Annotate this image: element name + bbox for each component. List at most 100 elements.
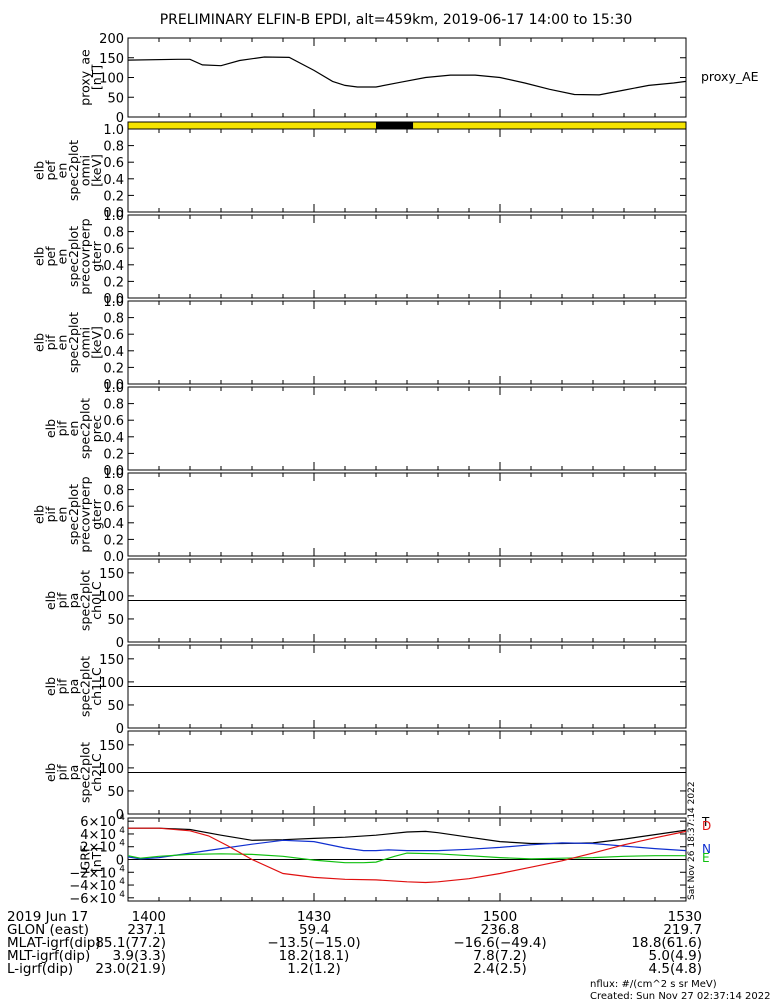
panel-elb-pif-pa-spec2plot-ch2lc-ylabel-line-4: ch2LC	[89, 753, 104, 792]
panel-proxy-ae-ytick-label-2: 100	[99, 72, 124, 87]
panel-igrf-ytick-exp-1: 4	[119, 826, 125, 836]
panel-elb-pif-en-spec2plot-prec-ylabel-line-3: spec2plot	[78, 398, 93, 459]
igrf-legend-n: N	[702, 842, 711, 856]
panel-elb-pif-en-spec2plot-precovrperp-gterr-ylabel-line-5: gterr	[89, 498, 104, 529]
panel-elb-pif-en-spec2plot-omni-ylabel-line-4: omni	[78, 327, 93, 358]
panel-elb-pif-pa-spec2plot-ch1lc-ytick-label-2: 50	[107, 699, 124, 714]
panel-elb-pif-en-spec2plot-omni-ylabel-line-1: pif	[43, 334, 58, 350]
panel-igrf-ytick-label-0: 6×10	[80, 815, 116, 830]
panel-elb-pif-pa-spec2plot-ch1lc-ylabel-line-0: elb	[43, 677, 58, 696]
panel-elb-pif-en-spec2plot-omni-ylabel-line-2: en	[55, 335, 70, 351]
panel-elb-pif-pa-spec2plot-ch1lc-ylabel-line-2: pa	[66, 679, 81, 695]
panel-elb-pif-pa-spec2plot-ch1lc-ylabel-line-3: spec2plot	[78, 656, 93, 717]
panel-igrf-series-d	[128, 827, 687, 884]
side-timestamp: Sat Nov 26 18:37:14 2022	[687, 781, 697, 900]
panel-elb-pef-en-spec2plot-precovrperp-gterr-ylabel-line-4: precovrperp	[78, 218, 93, 294]
panel-elb-pif-pa-spec2plot-ch2lc-ytick-label-0: 150	[99, 739, 124, 754]
footer-row-4-value-1: 1.2(1.2)	[287, 961, 340, 977]
footer-table: 2019 Jun 17 1400 1430 1500 1530 GLON (east) 23…	[7, 909, 702, 977]
panel-proxy-ae-ylabel-line-0: proxy_ae	[78, 49, 93, 106]
orbit-bar-segment-2	[413, 122, 686, 129]
panel-elb-pif-en-spec2plot-prec-ytick-label-0: 1.0	[103, 381, 124, 396]
panel-elb-pif-en-spec2plot-prec-ytick-label-3: 0.4	[103, 431, 124, 446]
panel-elb-pif-en-spec2plot-precovrperp-gterr-ytick-label-2: 0.6	[103, 500, 124, 515]
panel-elb-pif-pa-spec2plot-ch1lc-ylabel-line-1: pif	[55, 678, 70, 694]
nflux-units-note: nflux: #/(cm^2 s sr MeV)	[590, 979, 717, 990]
panel-elb-pif-en-spec2plot-prec-ylabel-line-1: pif	[55, 420, 70, 436]
panel-elb-pif-en-spec2plot-omni-ylabel-line-3: spec2plot	[66, 312, 81, 373]
panel-elb-pif-pa-spec2plot-ch0lc-ytick-label-0: 150	[99, 567, 124, 582]
panel-igrf-series-t	[128, 827, 687, 845]
panel-proxy-ae-ytick-label-3: 50	[107, 91, 124, 106]
footer-row-3-value-2: 7.8(7.2)	[473, 948, 526, 964]
panel-elb-pif-pa-spec2plot-ch0lc-ylabel-line-2: pa	[66, 593, 81, 609]
panel-elb-pef-en-spec2plot-omni-ytick-label-1: 0.8	[103, 140, 124, 155]
panel-elb-pif-en-spec2plot-omni-ytick-label-1: 0.8	[103, 312, 124, 327]
panel-elb-pef-en-spec2plot-omni-ylabel-line-5: [keV]	[89, 154, 104, 187]
panel-elb-pef-en-spec2plot-precovrperp-gterr-ylabel-line-2: en	[55, 249, 70, 265]
panel-igrf-series-e	[127, 852, 686, 864]
panel-elb-pif-pa-spec2plot-ch1lc-ytick-label-0: 150	[99, 653, 124, 668]
panel-elb-pif-en-spec2plot-prec-ytick-label-2: 0.6	[103, 414, 124, 429]
panel-elb-pif-en-spec2plot-precovrperp-gterr-ylabel-line-2: en	[55, 507, 70, 523]
orbit-bar-segment-0	[128, 122, 376, 129]
panel-elb-pif-pa-spec2plot-ch2lc-ylabel-line-0: elb	[43, 763, 58, 782]
panel-elb-pif-en-spec2plot-omni-ytick-label-3: 0.4	[103, 345, 124, 360]
panel-elb-pif-en-spec2plot-omni-ytick-label-2: 0.6	[103, 328, 124, 343]
footer-row-3-value-0: 3.9(3.3)	[113, 948, 166, 964]
igrf-legend-d: D	[702, 819, 711, 833]
footer-row-0-value-0: 1400	[132, 909, 166, 925]
footer-row-0-value-2: 1500	[483, 909, 517, 925]
panel-proxy-ae-ytick-label-0: 200	[99, 32, 124, 47]
panel-elb-pif-en-spec2plot-prec-ytick-label-5: 0.0	[103, 464, 124, 479]
footer-row-3-value-1: 18.2(18.1)	[279, 948, 350, 964]
proxy-ae-series-label: proxy_AE	[701, 69, 759, 84]
panel-elb-pef-en-spec2plot-precovrperp-gterr-ytick-label-0: 1.0	[103, 209, 124, 224]
footer-row-2-value-1: −13.5(−15.0)	[267, 935, 360, 951]
panel-elb-pif-pa-spec2plot-ch2lc-ylabel-line-2: pa	[66, 765, 81, 781]
panel-elb-pef-en-spec2plot-omni-frame	[127, 128, 687, 213]
footer-row-4-value-0: 23.0(21.9)	[95, 961, 166, 977]
footer-row-0-value-3: 1530	[668, 909, 702, 925]
panel-igrf-ylabel-line-0: IGRF	[78, 845, 93, 874]
footer-row-1-value-2: 236.8	[481, 922, 520, 938]
panel-elb-pif-en-spec2plot-precovrperp-gterr-ytick-label-1: 0.8	[103, 484, 124, 499]
panel-elb-pif-pa-spec2plot-ch0lc-ylabel-line-4: ch0LC	[89, 581, 104, 620]
panel-igrf-ytick-exp-2: 4	[119, 839, 125, 849]
panel-elb-pif-pa-spec2plot-ch1lc-ytick-label-3: 0	[116, 722, 124, 737]
panel-elb-pef-en-spec2plot-omni-ytick-label-0: 1.0	[103, 123, 124, 138]
panel-elb-pef-en-spec2plot-precovrperp-gterr-ylabel-line-1: pef	[43, 246, 58, 267]
panel-elb-pif-pa-spec2plot-ch2lc-ytick-label-3: 0	[116, 808, 124, 823]
panel-elb-pef-en-spec2plot-precovrperp-gterr-ylabel-line-3: spec2plot	[66, 226, 81, 287]
footer-row-4-value-2: 2.4(2.5)	[473, 961, 526, 977]
footer-row-label-3: MLT-igrf(dip)	[7, 948, 90, 964]
panel-elb-pif-pa-spec2plot-ch0lc-ylabel-line-0: elb	[43, 591, 58, 610]
igrf-legend-e: E	[702, 851, 710, 865]
panels-group: 200150100500proxy_ae[nT]1.00.80.60.40.20…	[32, 32, 712, 907]
panel-elb-pif-en-spec2plot-prec-ylabel-line-0: elb	[43, 419, 58, 438]
panel-igrf-ytick-exp-0: 4	[119, 813, 125, 823]
panel-elb-pef-en-spec2plot-precovrperp-gterr-frame	[127, 214, 687, 299]
footer-row-2-value-2: −16.6(−49.4)	[453, 935, 546, 951]
panel-elb-pef-en-spec2plot-omni-ytick-label-3: 0.4	[103, 173, 124, 188]
panel-elb-pif-en-spec2plot-precovrperp-gterr-ytick-label-3: 0.4	[103, 517, 124, 532]
panel-igrf-series-n	[127, 839, 687, 860]
panel-elb-pif-pa-spec2plot-ch0lc-ytick-label-1: 100	[99, 590, 124, 605]
panel-elb-pif-en-spec2plot-omni-frame	[127, 300, 687, 385]
footer-row-label-1: GLON (east)	[7, 922, 89, 938]
panel-elb-pif-pa-spec2plot-ch2lc-ylabel-line-1: pif	[55, 764, 70, 780]
panel-elb-pef-en-spec2plot-precovrperp-gterr-ylabel-line-5: gterr	[89, 240, 104, 271]
panel-elb-pif-en-spec2plot-omni-ylabel-line-0: elb	[32, 333, 47, 352]
panel-elb-pif-pa-spec2plot-ch1lc-ylabel-line-4: ch1LC	[89, 667, 104, 706]
panel-elb-pef-en-spec2plot-omni-ytick-label-2: 0.6	[103, 156, 124, 171]
panel-elb-pef-en-spec2plot-precovrperp-gterr-ylabel-line-0: elb	[32, 247, 47, 266]
panel-elb-pif-en-spec2plot-precovrperp-gterr-ytick-label-0: 1.0	[103, 467, 124, 482]
panel-igrf-ytick-label-5: −4×10	[69, 879, 116, 894]
panel-elb-pif-en-spec2plot-omni-ytick-label-5: 0.0	[103, 378, 124, 393]
panel-elb-pif-en-spec2plot-prec-frame	[127, 386, 687, 471]
panel-igrf-ytick-label-3: 0	[116, 854, 124, 869]
panel-proxy-ae-ytick-label-4: 0	[116, 111, 124, 126]
panel-elb-pef-en-spec2plot-omni-ylabel-line-0: elb	[32, 161, 47, 180]
footer-row-4-value-3: 4.5(4.8)	[649, 961, 702, 977]
